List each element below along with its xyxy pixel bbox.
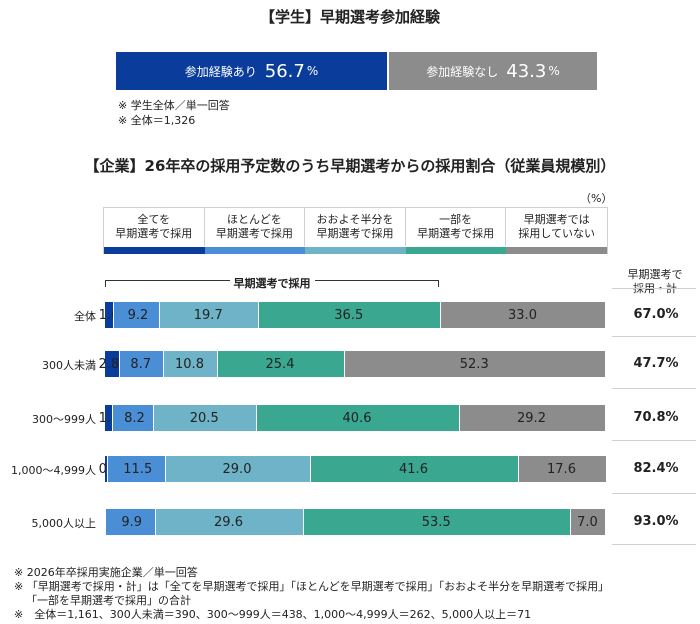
segment-value-label: 17.6 [547,461,576,477]
footnote-2: ※ 「早期選考で採用・計」は「全てを早期選考で採用」「ほとんどを早期選考で採用」… [14,580,610,593]
legend-item-1: ほとんどを 早期選考で採用 [205,208,306,246]
legend-item-0: 全てを 早期選考で採用 [104,208,205,246]
total-divider [612,440,696,441]
bar-segment [153,405,256,431]
student-note-2: ※ 全体＝1,326 [118,114,196,127]
student-yes-bar: 参加経験あり 56.7 % [116,52,387,90]
stacked-bar: 0.411.529.041.617.6 [99,456,606,482]
row-total: 47.7% [633,356,679,371]
bar-segment [302,509,570,535]
bar-segment [154,509,303,535]
stacked-bar: 2.8 8.7 10.8 25.4 52.3 [99,351,605,377]
stacked-bar: 1.4 8.2 20.5 40.6 29.2 [99,405,605,431]
bar-segment [162,351,217,377]
bar-segment [119,351,163,377]
bar-segment [255,405,459,431]
total-divider [612,288,696,289]
bar-segment [309,456,518,482]
segment-value-label: 33.0 [508,307,537,323]
bar-segment [216,351,344,377]
legend-swatch-3 [405,247,507,254]
unit-label: （%） [580,192,613,205]
segment-value-label: 29.6 [214,514,243,530]
legend-item-4: 早期選考では 採用していない [518,213,596,240]
total-divider [612,388,696,389]
segment-value-label: 9.2 [127,307,149,323]
segment-value-label: 41.6 [399,461,428,477]
segment-value-label: 40.6 [342,410,372,426]
student-no-bar: 参加経験なし 43.3 % [389,52,597,90]
segment-value-label: 2.8 [98,356,120,372]
row-total: 82.4% [633,461,679,476]
segment-value-label: 9.9 [121,514,143,530]
row-label: 300人未満 [42,359,96,372]
bar-segment [107,456,165,482]
row-label: 300～999人 [32,413,96,426]
stacked-bar: 1.6 9.2 19.7 36.5 33.0 [99,302,605,328]
bar-segment [159,302,258,328]
legend: 全てを 早期選考で採用 ほとんどを 早期選考で採用 おおよそ半分を 早期選考で採用一… [103,207,608,254]
bar-segment [105,456,107,482]
bar-segment [343,351,605,377]
total-divider [612,336,696,337]
student-yes-unit: % [306,64,319,78]
bar-segment [570,509,605,535]
segment-value-label: 20.5 [189,410,219,426]
segment-value-label: 52.3 [459,356,489,372]
footnote-3: 「一部を早期選考で採用」の合計 [26,594,191,607]
bar-segment [105,405,112,431]
row-total: 93.0% [633,514,679,529]
footnote-1: ※ 2026年卒採用実施企業／単一回答 [14,566,198,579]
bar-segment [113,302,159,328]
segment-value-label: 25.4 [265,356,295,372]
student-section-title: 【学生】早期選考参加経験 [259,8,440,26]
bar-segment [112,405,153,431]
total-divider [612,544,696,545]
bar-segment [257,302,440,328]
bracket-label: 早期選考で採用 [229,277,315,290]
legend-item-3: 一部を 早期選考で採用 [406,208,507,246]
segment-value-label: 53.5 [421,514,451,530]
bar-segment [440,302,605,328]
legend-swatch-1 [204,247,306,254]
bar-segment [458,405,605,431]
total-divider [612,493,696,494]
segment-value-label: 36.5 [334,307,364,323]
bar-segment [164,456,310,482]
segment-value-label: 10.8 [175,356,204,372]
segment-value-label: 8.2 [124,410,145,426]
bar-segment [105,509,155,535]
company-section-title: 【企業】26年卒の採用予定数のうち早期選考からの採用割合（従業員規模別） [84,157,616,175]
legend-item-2: おおよそ半分を 早期選考で採用 [305,208,406,246]
row-label: 1,000～4,999人 [11,464,96,477]
student-yes-value: 56.7 [264,60,305,82]
row-label: 全体 [74,310,96,323]
segment-value-label: 19.7 [193,307,223,323]
bracket-label-wrap: 早期選考で採用 [105,272,439,291]
student-yes-label: 参加経験あり [184,64,257,79]
total-header: 早期選考で 採用・計 [627,268,683,295]
legend-swatch-0 [104,247,205,254]
segment-value-label: 29.2 [517,410,546,426]
stacked-bar: -9.929.653.57.0 [105,509,605,535]
student-no-unit: % [548,64,560,78]
segment-value-label: 8.7 [130,356,152,372]
row-label: 5,000人以上 [31,517,97,530]
student-no-label: 参加経験なし [426,64,499,79]
segment-value-label: 7.0 [577,514,598,530]
bar-segment [105,302,113,328]
student-no-value: 43.3 [506,60,547,82]
footnote-4: ※ 全体＝1,161、300人未満＝390、300～999人＝438、1,000… [14,608,532,621]
legend-swatch-4 [506,247,607,254]
segment-value-label: 11.5 [123,461,153,477]
bar-segment [105,351,119,377]
row-total: 70.8% [633,410,679,425]
row-total: 67.0% [633,307,679,322]
bar-segment [517,456,606,482]
legend-swatch-2 [305,247,406,254]
student-note-1: ※ 学生全体／単一回答 [118,99,230,112]
segment-value-label: 29.0 [222,461,252,477]
